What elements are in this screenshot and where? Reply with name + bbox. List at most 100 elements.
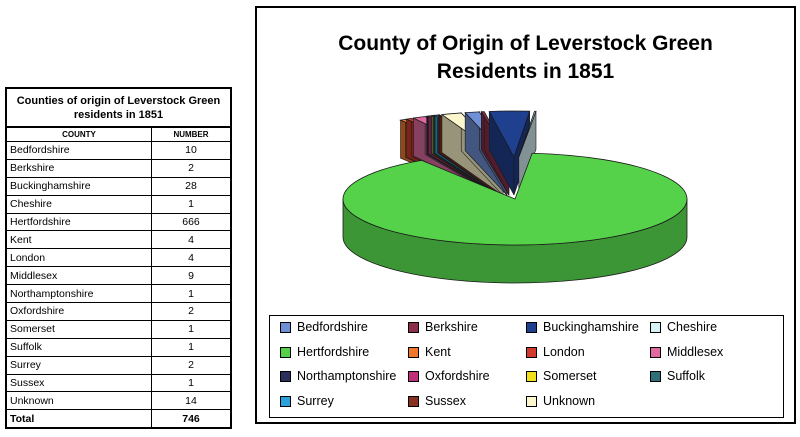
legend-item: Cheshire (650, 320, 717, 334)
county-cell: Somerset (7, 319, 152, 339)
number-cell: 1 (151, 319, 230, 339)
number-cell: 1 (151, 284, 230, 304)
county-cell: Unknown (7, 391, 152, 411)
number-cell: 28 (151, 176, 230, 196)
legend-label: Cheshire (667, 320, 718, 334)
county-cell: Surrey (7, 355, 152, 375)
number-cell: 2 (151, 302, 230, 321)
table-row: Buckinghamshire 28 (7, 176, 230, 196)
number-cell: 14 (151, 391, 230, 411)
legend-label: Hertfordshire (297, 345, 370, 359)
legend-item: London (526, 345, 585, 359)
legend-label: Unknown (543, 394, 596, 408)
legend-swatch (526, 346, 537, 358)
table-row: London 4 (7, 248, 230, 268)
legend-label: Surrey (297, 394, 334, 408)
pie-slice (518, 110, 537, 196)
table-row: Middlesex 9 (7, 266, 230, 286)
number-cell: 4 (151, 230, 230, 250)
county-table-grid: COUNTY NUMBER Bedfordshire 10 Berkshire 2 Bu… (7, 127, 230, 428)
legend-swatch (650, 346, 661, 358)
county-cell: Sussex (7, 373, 152, 393)
legend-item: Suffolk (650, 369, 705, 383)
legend-label: London (543, 345, 585, 359)
table-row: Somerset 1 (7, 319, 230, 339)
legend-label: Kent (425, 345, 451, 359)
county-cell: Northamptonshire (7, 284, 152, 304)
table-row: Northamptonshire 1 (7, 284, 230, 304)
number-cell: 2 (151, 355, 230, 375)
table-total-row: Total 746 (7, 409, 230, 428)
county-cell: Bedfordshire (7, 141, 152, 160)
number-cell: 9 (151, 266, 230, 286)
table-row: Oxfordshire 2 (7, 302, 230, 321)
number-cell: 4 (151, 248, 230, 268)
legend-label: Bedfordshire (297, 320, 368, 334)
legend-swatch (526, 395, 537, 407)
number-cell: 666 (151, 212, 230, 232)
county-cell: Buckinghamshire (7, 176, 152, 196)
county-cell: Middlesex (7, 266, 152, 286)
table-row: Cheshire 1 (7, 194, 230, 214)
legend-label: Oxfordshire (425, 369, 490, 383)
county-cell: Suffolk (7, 337, 152, 357)
county-cell: Hertfordshire (7, 212, 152, 232)
legend-swatch (408, 346, 419, 358)
pie-slice (488, 110, 531, 196)
legend-swatch (280, 370, 291, 382)
legend-swatch (408, 370, 419, 382)
legend-item: Hertfordshire (280, 345, 369, 359)
pie-chart-frame: County of Origin of Leverstock Green Res… (255, 6, 796, 424)
legend-swatch (650, 370, 661, 382)
legend-item: Middlesex (650, 345, 723, 359)
table-row: Suffolk 1 (7, 337, 230, 357)
legend-item: Northamptonshire (280, 369, 396, 383)
chart-legend: Bedfordshire Berkshire Buckinghamshire Ches… (269, 315, 784, 418)
legend-item: Kent (408, 345, 451, 359)
table-header-row: COUNTY NUMBER (7, 127, 230, 142)
county-cell: Cheshire (7, 194, 152, 214)
legend-label: Suffolk (667, 369, 705, 383)
legend-item: Surrey (280, 394, 334, 408)
number-cell: 1 (151, 337, 230, 357)
county-cell: London (7, 248, 152, 268)
table-row: Kent 4 (7, 230, 230, 250)
total-label: Total (7, 409, 152, 428)
county-cell: Oxfordshire (7, 302, 152, 321)
legend-item: Berkshire (408, 320, 478, 334)
table-body: Bedfordshire 10 Berkshire 2 Buckinghamshire 2… (7, 141, 230, 428)
column-header-number: NUMBER (151, 127, 230, 142)
table-title: Counties of origin of Leverstock Green r… (7, 89, 230, 127)
legend-item: Sussex (408, 394, 466, 408)
pie-slice-top (518, 110, 537, 158)
legend-item: Oxfordshire (408, 369, 490, 383)
table-row: Berkshire 2 (7, 158, 230, 178)
pie-slice-top (488, 110, 531, 158)
number-cell: 1 (151, 194, 230, 214)
chart-title: County of Origin of Leverstock Green Res… (257, 30, 794, 86)
legend-swatch (408, 321, 419, 333)
legend-label: Buckinghamshire (543, 320, 639, 334)
legend-swatch (408, 395, 419, 407)
legend-label: Northamptonshire (297, 369, 397, 383)
table-row: Hertfordshire 666 (7, 212, 230, 232)
total-value: 746 (151, 409, 230, 428)
legend-item: Somerset (526, 369, 597, 383)
pie-chart (342, 110, 688, 284)
legend-swatch (280, 395, 291, 407)
legend-label: Middlesex (667, 345, 724, 359)
legend-item: Unknown (526, 394, 595, 408)
legend-item: Bedfordshire (280, 320, 368, 334)
legend-swatch (280, 346, 291, 358)
legend-swatch (526, 321, 537, 333)
legend-label: Berkshire (425, 320, 478, 334)
table-row: Sussex 1 (7, 373, 230, 393)
chart-title-line-1: County of Origin of Leverstock Green (338, 32, 713, 55)
legend-item: Buckinghamshire (526, 320, 639, 334)
column-header-county: COUNTY (7, 127, 152, 142)
table-row: Bedfordshire 10 (7, 141, 230, 160)
county-cell: Kent (7, 230, 152, 250)
legend-swatch (650, 321, 661, 333)
number-cell: 1 (151, 373, 230, 393)
number-cell: 10 (151, 141, 230, 160)
